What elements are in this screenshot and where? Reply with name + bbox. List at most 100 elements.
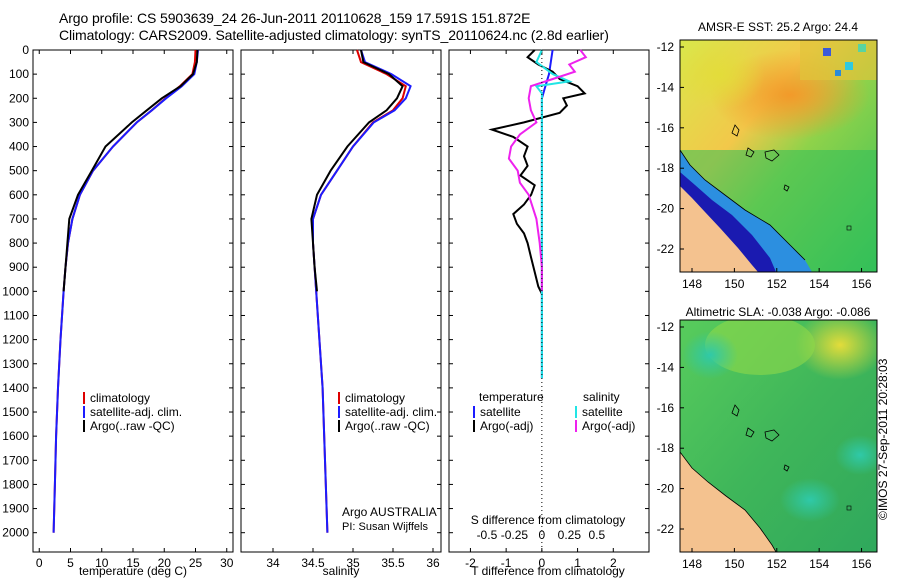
map-x-tick-label: 154 xyxy=(809,277,829,291)
depth-tick-label: 400 xyxy=(9,140,29,154)
legend-title-salinity: salinity xyxy=(583,390,620,404)
series-s-argo-adj xyxy=(507,49,588,292)
profile-title: Argo profile: CS 5903639_24 26-Jun-2011 … xyxy=(59,10,531,26)
salinity-axis: 34 34.5 35 35.5 36 xyxy=(266,50,440,570)
map-x-tick-label: 156 xyxy=(852,557,872,571)
sst-map-axes: 148 150 152 154 156 -12 -14 -16 -18 -20 -22 xyxy=(657,40,872,291)
legend-label-argo: Argo(..raw -QC) xyxy=(345,419,430,433)
depth-tick-label: 100 xyxy=(9,67,29,81)
depth-axis: 0 100 200 300 400 500 600 700 800 900 1000 1100 1200… xyxy=(2,43,29,540)
sst-map: AMSR-E SST: 25.2 Argo: 24.4 148 150 152 154… xyxy=(657,20,878,291)
map-y-tick-label: -14 xyxy=(657,360,675,374)
x-tick-label: 34.5 xyxy=(301,556,325,570)
legend-label-climatology: climatology xyxy=(345,391,405,405)
map-y-tick-label: -12 xyxy=(657,320,675,334)
series-argo-raw-qc xyxy=(62,49,199,292)
depth-tick-label: 1900 xyxy=(2,502,29,516)
depth-tick-label: 1600 xyxy=(2,429,29,443)
temperature-axis: 0 5 10 15 20 25 30 xyxy=(36,50,234,570)
temperature-xlabel: temperature (deg C) xyxy=(79,564,187,578)
depth-tick-label: 0 xyxy=(22,43,29,57)
climatology-title: Climatology: CARS2009. Satellite-adjuste… xyxy=(59,27,609,43)
x-tick-label: 10 xyxy=(95,556,109,570)
legend-label-climatology: climatology xyxy=(90,391,150,405)
map-y-tick-label: -16 xyxy=(657,401,675,415)
map-y-tick-label: -18 xyxy=(657,161,675,175)
map-y-tick-label: -22 xyxy=(657,522,675,536)
depth-tick-label: 1200 xyxy=(2,333,29,347)
map-x-tick-label: 156 xyxy=(852,277,872,291)
t-difference-xlabel: T difference from climatology xyxy=(471,564,625,578)
s-tick-label: -0.25 xyxy=(501,528,529,542)
s-tick-label: -0.5 xyxy=(477,528,498,542)
map-y-tick-label: -14 xyxy=(657,80,675,94)
x-tick-label: 35 xyxy=(346,556,360,570)
depth-tick-label: 1100 xyxy=(3,308,29,322)
legend-label-s-satellite: satellite xyxy=(582,405,623,419)
x-tick-label: 2 xyxy=(610,556,617,570)
x-tick-label: 5 xyxy=(67,556,74,570)
map-y-tick-label: -12 xyxy=(657,40,675,54)
depth-tick-label: 500 xyxy=(9,164,29,178)
s-tick-label: 0.5 xyxy=(588,528,605,542)
series-t-argo-adj xyxy=(488,49,587,295)
depth-tick-label: 1700 xyxy=(2,453,29,467)
map-y-tick-label: -20 xyxy=(657,482,675,496)
temperature-legend: climatology satellite-adj. clim. Argo(..… xyxy=(83,391,182,433)
legend-title-temperature: temperature xyxy=(479,390,544,404)
cold-pixels xyxy=(823,44,866,76)
depth-tick-label: 800 xyxy=(9,236,29,250)
map-y-tick-label: -16 xyxy=(657,121,675,135)
salinity-xlabel: salinity xyxy=(323,564,360,578)
legend-label-t-argo: Argo(-adj) xyxy=(480,419,533,433)
map-x-tick-label: 154 xyxy=(809,557,829,571)
x-tick-label: -2 xyxy=(465,556,476,570)
map-x-tick-label: 150 xyxy=(724,277,744,291)
legend-label-argo: Argo(..raw -QC) xyxy=(90,419,175,433)
x-tick-label: 1 xyxy=(574,556,581,570)
map-x-tick-label: 152 xyxy=(767,277,787,291)
argo-program-label: Argo AUSTRALIA xyxy=(342,505,437,519)
x-tick-label: 15 xyxy=(126,556,140,570)
sst-map-title: AMSR-E SST: 25.2 Argo: 24.4 xyxy=(698,20,858,34)
map-y-tick-label: -22 xyxy=(657,242,675,256)
depth-tick-label: 1300 xyxy=(2,357,29,371)
salinity-panel: 34 34.5 35 35.5 36 climatology satellite-adj… xyxy=(240,49,442,578)
x-tick-label: 35.5 xyxy=(381,556,405,570)
depth-tick-label: 600 xyxy=(9,188,29,202)
pi-label: PI: Susan Wijffels xyxy=(342,521,428,533)
temperature-panel: 0100200300400500600700800900100011001200… xyxy=(2,43,233,578)
depth-tick-label: 900 xyxy=(9,260,29,274)
legend-label-s-argo: Argo(-adj) xyxy=(582,419,635,433)
map-x-tick-label: 148 xyxy=(682,557,702,571)
legend-label-satellite: satellite-adj. clim. xyxy=(90,405,182,419)
difference-legend: temperature salinity satellite Argo(-adj… xyxy=(473,390,635,433)
credit-label: ©IMOS 27-Sep-2011 20:28:03 xyxy=(876,358,890,520)
s-difference-xlabel: S difference from climatology xyxy=(471,513,626,527)
difference-panel: -2 -1 0 1 2 -0.5-0.25 0 0.25 0.5 temperature sa… xyxy=(448,49,650,578)
x-tick-label: 30 xyxy=(220,556,234,570)
map-x-tick-label: 152 xyxy=(767,557,787,571)
depth-tick-label: 300 xyxy=(9,115,29,129)
sla-map-axes: 148 150 152 154 156 -12 -14 -16 -18 -20 -22 xyxy=(657,320,872,571)
series-satellite-adj-clim xyxy=(312,49,412,533)
x-tick-label: 34 xyxy=(266,556,280,570)
depth-tick-label: 700 xyxy=(9,212,29,226)
x-tick-label: 0 xyxy=(36,556,43,570)
map-x-tick-label: 150 xyxy=(724,557,744,571)
depth-tick-label: 2000 xyxy=(2,526,29,540)
sla-map-title: Altimetric SLA: -0.038 Argo: -0.086 xyxy=(686,305,871,319)
depth-tick-label: 1500 xyxy=(2,405,29,419)
s-tick-label: 0.25 xyxy=(558,528,582,542)
x-tick-label: 25 xyxy=(189,556,203,570)
depth-tick-label: 200 xyxy=(9,91,29,105)
t-difference-axis: -2 -1 0 1 2 xyxy=(465,50,617,570)
legend-label-satellite: satellite-adj. clim. xyxy=(345,405,437,419)
series-argo-raw-qc xyxy=(310,49,404,292)
sla-map: Altimetric SLA: -0.038 Argo: -0.086 148 1… xyxy=(657,305,878,571)
salinity-legend: climatology satellite-adj. clim. Argo(..… xyxy=(338,391,437,433)
x-tick-label: 0 xyxy=(539,556,546,570)
x-tick-label: 36 xyxy=(426,556,440,570)
map-y-tick-label: -20 xyxy=(657,202,675,216)
